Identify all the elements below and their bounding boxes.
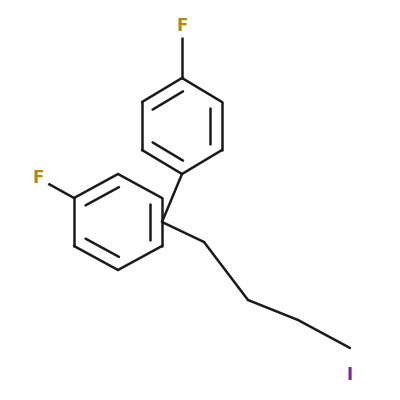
Text: I: I: [347, 366, 353, 384]
Text: F: F: [176, 17, 188, 35]
Text: F: F: [32, 169, 44, 187]
